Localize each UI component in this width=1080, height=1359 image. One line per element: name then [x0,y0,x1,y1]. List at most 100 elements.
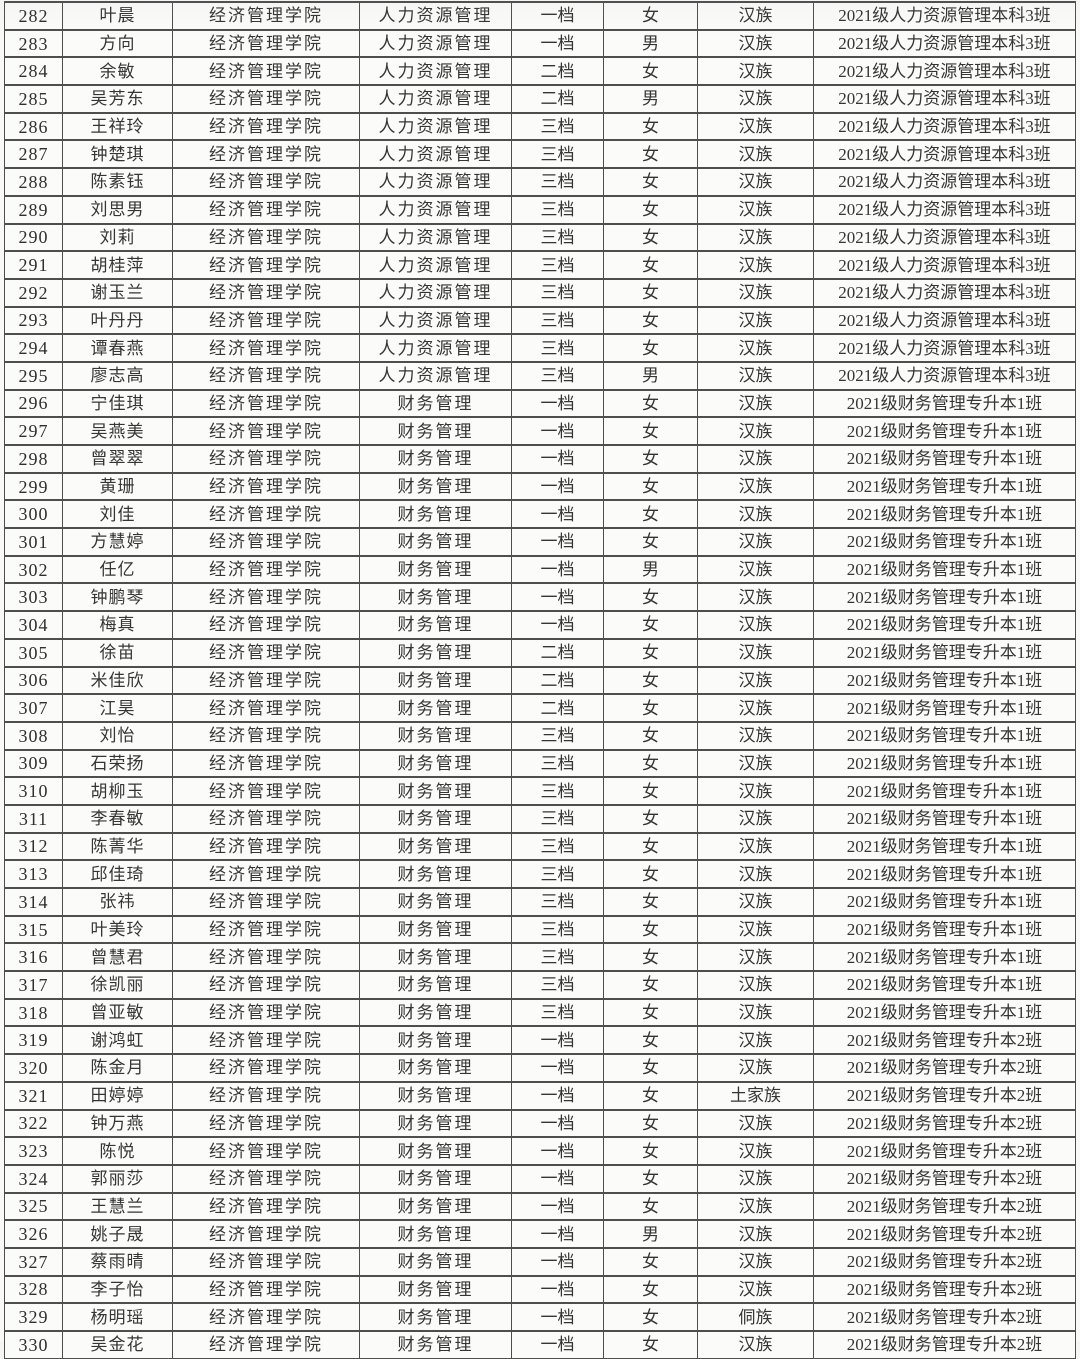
table-row: 303 钟鹏琴 经济管理学院 财务管理 一档女汉族 2021级财务管理专升本1班 [4,582,1076,612]
cell-no: 283 [4,28,63,58]
cell-major: 财务管理 [359,914,512,944]
cell-ethnicity: 汉族 [697,222,814,252]
cell-major: 财务管理 [359,499,512,529]
cell-name: 江昊 [62,693,173,723]
cell-college: 经济管理学院 [172,637,360,667]
cell-class_name: 2021级财务管理专升本1班 [813,997,1076,1027]
cell-class_name: 2021级财务管理专升本2班 [813,1053,1076,1083]
cell-no: 299 [4,471,63,501]
cell-gender: 男 [603,28,698,58]
cell-name: 刘莉 [62,222,173,252]
cell-gender: 女 [603,637,698,667]
cell-class_name: 2021级人力资源管理本科3班 [813,111,1076,141]
cell-no: 318 [4,997,63,1027]
cell-college: 经济管理学院 [172,444,360,474]
cell-major: 财务管理 [359,831,512,861]
cell-college: 经济管理学院 [172,111,360,141]
cell-tier: 二档 [511,693,604,723]
cell-major: 财务管理 [359,471,512,501]
cell-no: 303 [4,582,63,612]
table-row: 321 田婷婷 经济管理学院 财务管理 一档女土家族 2021级财务管理专升本2班 [4,1080,1076,1110]
cell-class_name: 2021级财务管理专升本1班 [813,887,1076,917]
cell-class_name: 2021级财务管理专升本1班 [813,914,1076,944]
cell-tier: 二档 [511,665,604,695]
cell-ethnicity: 汉族 [697,471,814,501]
table-row: 283 方向 经济管理学院 人力资源管理 一档男汉族 2021级人力资源管理本科3班 [4,28,1076,58]
table-row: 307 江昊 经济管理学院 财务管理 二档女汉族 2021级财务管理专升本1班 [4,693,1076,723]
cell-class_name: 2021级人力资源管理本科3班 [813,167,1076,197]
cell-no: 304 [4,610,63,640]
cell-class_name: 2021级财务管理专升本1班 [813,637,1076,667]
cell-gender: 女 [603,333,698,363]
table-row: 308 刘怡 经济管理学院 财务管理 三档女汉族 2021级财务管理专升本1班 [4,720,1076,751]
cell-gender: 女 [603,997,698,1027]
cell-ethnicity: 汉族 [697,970,814,1000]
cell-major: 财务管理 [359,803,512,834]
cell-ethnicity: 汉族 [697,444,814,474]
table-row: 288 陈素钰 经济管理学院 人力资源管理 三档女汉族 2021级人力资源管理本科3班 [4,167,1076,197]
cell-major: 财务管理 [359,444,512,474]
cell-gender: 女 [603,1274,698,1304]
cell-class_name: 2021级人力资源管理本科3班 [813,1,1076,31]
cell-ethnicity: 汉族 [697,887,814,917]
cell-class_name: 2021级财务管理专升本1班 [813,720,1076,751]
cell-college: 经济管理学院 [172,1302,360,1332]
cell-major: 人力资源管理 [359,111,512,141]
cell-class_name: 2021级财务管理专升本1班 [813,831,1076,861]
table-row: 315 叶美玲 经济管理学院 财务管理 三档女汉族 2021级财务管理专升本1班 [4,914,1076,944]
cell-major: 人力资源管理 [359,84,512,114]
cell-gender: 女 [603,1329,698,1359]
table-row: 299 黄珊 经济管理学院 财务管理 一档女汉族 2021级财务管理专升本1班 [4,471,1076,501]
cell-college: 经济管理学院 [172,194,360,224]
cell-major: 人力资源管理 [359,139,512,169]
table-row: 297 吴燕美 经济管理学院 财务管理 一档女汉族 2021级财务管理专升本1班 [4,416,1076,446]
cell-class_name: 2021级人力资源管理本科3班 [813,139,1076,169]
cell-ethnicity: 汉族 [697,1219,814,1249]
cell-name: 梅真 [62,610,173,640]
cell-name: 米佳欣 [62,665,173,695]
cell-ethnicity: 汉族 [697,1329,814,1359]
cell-college: 经济管理学院 [172,1,360,31]
cell-no: 284 [4,56,63,86]
cell-college: 经济管理学院 [172,56,360,86]
cell-name: 郭丽莎 [62,1163,173,1194]
table-row: 320 陈金月 经济管理学院 财务管理 一档女汉族 2021级财务管理专升本2班 [4,1053,1076,1083]
cell-college: 经济管理学院 [172,1136,360,1166]
cell-name: 吴燕美 [62,416,173,446]
cell-ethnicity: 汉族 [697,582,814,612]
cell-tier: 一档 [511,471,604,501]
cell-college: 经济管理学院 [172,1329,360,1359]
cell-ethnicity: 汉族 [697,250,814,280]
cell-no: 326 [4,1219,63,1249]
cell-ethnicity: 汉族 [697,693,814,723]
cell-tier: 三档 [511,194,604,224]
cell-major: 财务管理 [359,1329,512,1359]
cell-major: 人力资源管理 [359,277,512,308]
cell-tier: 一档 [511,388,604,418]
cell-college: 经济管理学院 [172,277,360,308]
cell-no: 290 [4,222,63,252]
cell-ethnicity: 汉族 [697,139,814,169]
cell-name: 吴芳东 [62,84,173,114]
cell-gender: 女 [603,194,698,224]
table-row: 328 李子怡 经济管理学院 财务管理 一档女汉族 2021级财务管理专升本2班 [4,1274,1076,1304]
cell-tier: 一档 [511,416,604,446]
table-row: 326 姚子晟 经济管理学院 财务管理 一档男汉族 2021级财务管理专升本2班 [4,1219,1076,1249]
cell-name: 李子怡 [62,1274,173,1304]
cell-ethnicity: 汉族 [697,610,814,640]
cell-major: 财务管理 [359,527,512,557]
table-row: 285 吴芳东 经济管理学院 人力资源管理 二档男汉族 2021级人力资源管理本科3班 [4,84,1076,114]
cell-name: 叶晨 [62,1,173,31]
cell-tier: 一档 [511,582,604,612]
cell-major: 人力资源管理 [359,333,512,363]
cell-college: 经济管理学院 [172,831,360,861]
cell-class_name: 2021级财务管理专升本2班 [813,1163,1076,1194]
cell-name: 钟万燕 [62,1108,173,1138]
table-row: 298 曾翠翠 经济管理学院 财务管理 一档女汉族 2021级财务管理专升本1班 [4,444,1076,474]
cell-major: 人力资源管理 [359,167,512,197]
cell-ethnicity: 汉族 [697,1136,814,1166]
cell-ethnicity: 汉族 [697,776,814,806]
cell-no: 327 [4,1246,63,1277]
cell-ethnicity: 汉族 [697,277,814,308]
cell-no: 320 [4,1053,63,1083]
